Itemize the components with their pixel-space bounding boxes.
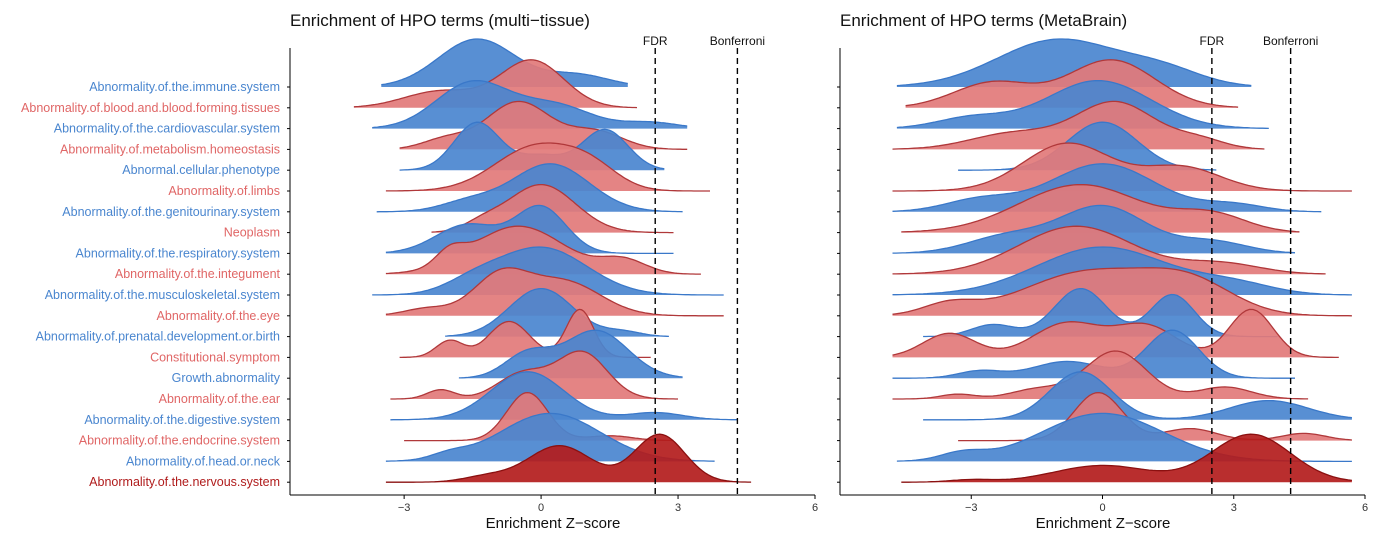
ridge-line [892, 142, 1352, 192]
ridge-line [901, 183, 1300, 233]
ridge-area [385, 434, 752, 483]
ridge-line [385, 142, 710, 192]
ridge-area [896, 80, 1269, 129]
chart-title: Enrichment of HPO terms (multi−tissue) [290, 11, 590, 30]
row-label: Abnormal.cellular.phenotype [122, 163, 280, 177]
ridge-area [896, 413, 1352, 462]
x-tick-label: −3 [398, 502, 411, 514]
row-label: Abnormality.of.the.respiratory.system [76, 246, 280, 260]
row-label: Abnormality.of.the.immune.system [89, 80, 280, 94]
x-tick-label: 6 [812, 502, 818, 514]
ridge-line [372, 246, 724, 296]
ridge-line [892, 308, 1339, 359]
panel-multi-tissue: Enrichment of HPO terms (multi−tissue) E… [287, 11, 818, 532]
ridge-line [892, 163, 1322, 213]
row-label: Abnormality.of.the.ear [159, 392, 280, 406]
x-tick-label: 6 [1362, 502, 1368, 514]
row-label: Abnormality.of.the.nervous.system [89, 475, 280, 489]
x-tick-label: −3 [965, 502, 978, 514]
ridge-line [905, 59, 1239, 108]
ridge-area [892, 267, 1352, 316]
ridge-line [390, 350, 678, 400]
ridge-area [399, 122, 665, 171]
ridge-area [385, 267, 724, 316]
ridge-line [353, 59, 638, 109]
x-axis-title: Enrichment Z−score [486, 515, 621, 532]
ridge-area [892, 330, 1295, 379]
ridge-line [896, 38, 1252, 87]
row-label: Abnormality.of.the.digestive.system [84, 413, 280, 427]
x-tick-label: 0 [1099, 502, 1105, 514]
ridge-area [353, 59, 637, 108]
row-label: Abnormality.of.head.or.neck [126, 454, 281, 468]
ridge-line [923, 287, 1278, 338]
row-label: Neoplasm [224, 226, 280, 240]
x-tick-label: 3 [1231, 502, 1237, 514]
ridge-line [390, 371, 738, 421]
ridge-line [892, 246, 1352, 296]
reference-line-label: FDR [1200, 34, 1225, 48]
row-label: Abnormality.of.prenatal.development.or.b… [36, 330, 280, 344]
row-label: Abnormality.of.blood.and.blood.forming.t… [21, 101, 280, 115]
ridge-area [431, 184, 674, 233]
ridge-line [958, 121, 1217, 171]
x-axis-title: Enrichment Z−score [1036, 515, 1171, 532]
ridge-line [892, 267, 1352, 317]
reference-line-label: Bonferroni [710, 34, 765, 48]
row-labels: Abnormality.of.the.immune.system Abnormal… [21, 80, 281, 489]
ridge-line [385, 204, 674, 255]
ridge-area [901, 434, 1352, 483]
ridge-line [431, 183, 674, 234]
row-label: Abnormality.of.the.eye [157, 309, 280, 323]
chart-title: Enrichment of HPO terms (MetaBrain) [840, 11, 1127, 30]
ridge-area [372, 247, 724, 295]
x-tick-label: 0 [538, 502, 544, 514]
ridge-line [385, 225, 701, 275]
ridge-line [896, 79, 1269, 130]
ridge-area [892, 309, 1339, 358]
row-label: Constitutional.symptom [150, 350, 280, 364]
ridge-line [385, 267, 724, 317]
ridge-area [958, 392, 1352, 441]
ridge-line [372, 79, 688, 129]
ridge-line [892, 204, 1296, 254]
ridge-line [385, 433, 752, 483]
ridge-line [399, 100, 688, 150]
ridge-area [892, 101, 1265, 150]
ridge-area [381, 39, 628, 87]
reference-line-label: FDR [643, 34, 668, 48]
ridge-line [381, 38, 628, 86]
row-label: Abnormality.of.the.integument [115, 267, 281, 281]
ridge-area [905, 59, 1239, 108]
ridge-line [458, 329, 683, 379]
ridge-line [892, 100, 1265, 150]
ridge-area [892, 163, 1322, 212]
ridge-area [923, 288, 1278, 337]
row-label: Growth.abnormality [172, 371, 281, 385]
row-label: Abnormality.of.the.endocrine.system [79, 434, 280, 448]
reference-line-label: Bonferroni [1263, 34, 1318, 48]
row-label: Abnormality.of.the.cardiovascular.system [54, 122, 280, 136]
ridge-line [376, 163, 683, 213]
ridge-line [892, 225, 1326, 275]
row-label: Abnormality.of.limbs [168, 184, 280, 198]
ridge-area [896, 39, 1252, 87]
ridge-area [390, 371, 738, 420]
ridge-line [445, 287, 669, 338]
row-label: Abnormality.of.the.musculoskeletal.syste… [45, 288, 280, 302]
ridge-line [404, 391, 674, 442]
panel-metabrain: Enrichment of HPO terms (MetaBrain) Enri… [837, 11, 1368, 532]
ridge-line [901, 433, 1352, 483]
row-label: Abnormality.of.the.genitourinary.system [62, 205, 280, 219]
x-tick-label: 3 [675, 502, 681, 514]
row-label: Abnormality.of.metabolism.homeostasis [60, 142, 280, 156]
ridge-line [892, 350, 1309, 400]
ridge-line [923, 371, 1352, 421]
ridge-area [892, 351, 1309, 399]
